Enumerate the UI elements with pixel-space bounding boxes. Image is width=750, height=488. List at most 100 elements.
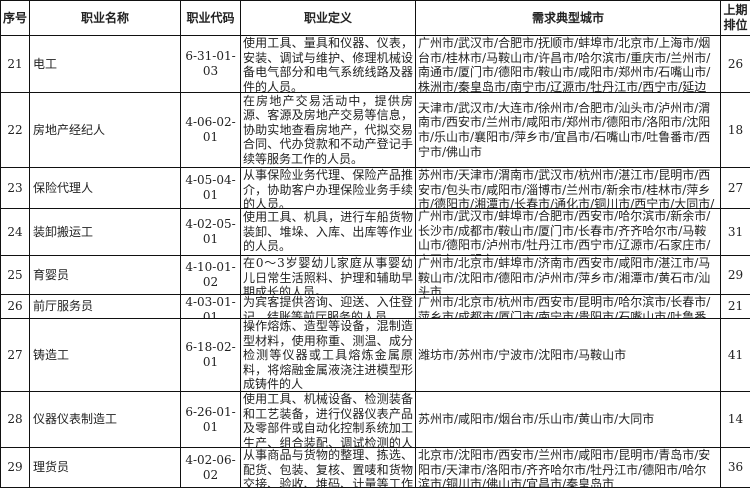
cell-name: 铸造工 [30,319,181,392]
header-code: 职业代码 [181,1,241,36]
cell-name: 保险代理人 [30,168,181,209]
cell-no-text: 29 [1,460,29,475]
cell-code: 4-10-01-02 [181,256,241,295]
cell-prev-rank: 27 [721,168,750,209]
cell-definition: 从事保险业务代理、保险产品推介，协助客户办理保险业务手续的人员。 [241,168,416,209]
cell-name: 育婴员 [30,256,181,295]
cell-no-text: 24 [1,225,29,240]
cell-no: 25 [1,256,30,295]
cell-prev-rank: 18 [721,93,750,168]
cell-name: 前厅服务员 [30,295,181,319]
header-definition: 职业定义 [241,1,416,36]
cell-code: 6-26-01-01 [181,392,241,448]
cell-name-text: 装卸搬运工 [30,225,180,240]
cell-no: 24 [1,209,30,256]
header-cities: 需求典型城市 [416,1,721,36]
cell-cities-text: 苏州市/天津市/渭南市/武汉市/杭州市/湛江市/昆明市/西安市/包头市/咸阳市/… [416,168,720,208]
cell-prev-rank: 31 [721,209,750,256]
cell-definition: 使用工具、量具和仪器、仪表，安装、调试与维护、修理机械设备电气部分和电气系统线路… [241,36,416,93]
cell-cities: 北京市/沈阳市/西安市/兰州市/咸阳市/昆明市/青岛市/安阳市/天津市/洛阳市/… [416,448,721,488]
cell-prev-rank-text: 26 [721,57,750,72]
cell-prev-rank-text: 31 [721,225,750,240]
header-prev-rank: 上期排位 [721,1,750,36]
cell-cities-text: 广州市/武汉市/蚌埠市/合肥市/西安市/哈尔滨市/新余市/长沙市/成都市/鞍山市… [416,209,720,255]
cell-definition-text: 为宾客提供咨询、迎送、入住登记、结账等前厅服务的人员。 [241,295,415,318]
cell-name-text: 前厅服务员 [30,299,180,314]
cell-definition-text: 从事保险业务代理、保险产品推介，协助客户办理保险业务手续的人员。 [241,168,415,208]
cell-definition-text: 使用工具、机具，进行车船货物装卸、堆垛、入库、出库等作业的人员。 [241,210,415,254]
cell-name: 电工 [30,36,181,93]
cell-name: 房地产经纪人 [30,93,181,168]
cell-no-text: 27 [1,348,29,363]
cell-code-text: 6-31-01-03 [181,49,240,78]
cell-name: 装卸搬运工 [30,209,181,256]
cell-cities-text: 苏州市/咸阳市/烟台市/乐山市/黄山市/大同市 [416,412,720,427]
cell-prev-rank: 36 [721,448,750,488]
cell-code: 4-03-01-01 [181,295,241,319]
cell-no: 27 [1,319,30,392]
cell-definition: 操作熔炼、造型等设备，混制造型材料，使用称重、测温、成分检测等仪器或工具熔炼金属… [241,319,416,392]
cell-definition: 从事商品与货物的整理、拣选、配货、包装、复核、置唛和货物交接、验收、堆码、计量等… [241,448,416,488]
table-header-row: 序号 职业名称 职业代码 职业定义 需求典型城市 上期排位 [1,1,750,36]
cell-name-text: 育婴员 [30,268,180,283]
cell-definition: 在房地产交易活动中，提供房源、客源及房地产交易等信息，协助实地查看房地产，代拟交… [241,93,416,168]
cell-definition-text: 使用工具、量具和仪器、仪表，安装、调试与维护、修理机械设备电气部分和电气系统线路… [241,36,415,92]
cell-code-text: 6-18-02-01 [181,340,240,369]
cell-prev-rank-text: 29 [721,268,750,283]
cell-no-text: 25 [1,268,29,283]
cell-definition-text: 操作熔炼、造型等设备，混制造型材料，使用称重、测温、成分检测等仪器或工具熔炼金属… [241,319,415,391]
cell-no: 22 [1,93,30,168]
cell-prev-rank: 21 [721,295,750,319]
cell-no-text: 23 [1,181,29,196]
cell-definition-text: 使用工具、机械设备、检测装备和工艺装备，进行仪器仪表产品及零部件或自动化控制系统… [241,392,415,447]
cell-cities: 天津市/武汉市/大连市/徐州市/合肥市/汕头市/泸州市/渭南市/西安市/兰州市/… [416,93,721,168]
cell-cities-text: 广州市/北京市/杭州市/西安市/昆明市/哈尔滨市/长春市/萍乡市/成都市/厦门市… [416,295,720,318]
cell-no: 21 [1,36,30,93]
cell-prev-rank-text: 41 [721,348,750,363]
cell-no: 23 [1,168,30,209]
cell-name-text: 电工 [30,57,180,72]
cell-name-text: 保险代理人 [30,181,180,196]
cell-cities-text: 广州市/北京市/蚌埠市/济南市/西安市/咸阳市/湛江市/马鞍山市/沈阳市/德阳市… [416,256,720,294]
cell-definition-text: 在房地产交易活动中，提供房源、客源及房地产交易等信息，协助实地查看房地产，代拟交… [241,94,415,167]
cell-name-text: 仪器仪表制造工 [30,412,180,427]
header-no: 序号 [1,1,30,36]
cell-cities-text: 天津市/武汉市/大连市/徐州市/合肥市/汕头市/泸州市/渭南市/西安市/兰州市/… [416,101,720,159]
cell-code: 4-02-05-01 [181,209,241,256]
cell-definition: 使用工具、机具，进行车船货物装卸、堆垛、入库、出库等作业的人员。 [241,209,416,256]
cell-prev-rank-text: 18 [721,123,750,138]
cell-cities: 广州市/北京市/蚌埠市/济南市/西安市/咸阳市/湛江市/马鞍山市/沈阳市/德阳市… [416,256,721,295]
cell-definition-text: 从事商品与货物的整理、拣选、配货、包装、复核、置唛和货物交接、验收、堆码、计量等… [241,448,415,487]
cell-name-text: 房地产经纪人 [30,123,180,138]
cell-code: 4-05-04-01 [181,168,241,209]
cell-no: 26 [1,295,30,319]
cell-cities: 苏州市/天津市/渭南市/武汉市/杭州市/湛江市/昆明市/西安市/包头市/咸阳市/… [416,168,721,209]
cell-cities-text: 北京市/沈阳市/西安市/兰州市/咸阳市/昆明市/青岛市/安阳市/天津市/洛阳市/… [416,448,720,487]
cell-prev-rank: 26 [721,36,750,93]
cell-code: 6-18-02-01 [181,319,241,392]
cell-definition: 使用工具、机械设备、检测装备和工艺装备，进行仪器仪表产品及零部件或自动化控制系统… [241,392,416,448]
cell-code-text: 4-06-02-01 [181,115,240,144]
cell-code-text: 4-05-04-01 [181,173,240,202]
cell-prev-rank-text: 27 [721,181,750,196]
cell-cities: 广州市/武汉市/蚌埠市/合肥市/西安市/哈尔滨市/新余市/长沙市/成都市/鞍山市… [416,209,721,256]
cell-definition: 在0～3岁婴幼儿家庭从事婴幼儿日常生活照料、护理和辅助早期成长的人员。 [241,256,416,295]
cell-definition-text: 在0～3岁婴幼儿家庭从事婴幼儿日常生活照料、护理和辅助早期成长的人员。 [241,256,415,294]
cell-no: 28 [1,392,30,448]
cell-prev-rank: 29 [721,256,750,295]
cell-name-text: 理货员 [30,460,180,475]
cell-cities: 广州市/武汉市/合肥市/抚顺市/蚌埠市/北京市/上海市/烟台市/桂林市/马鞍山市… [416,36,721,93]
cell-no: 29 [1,448,30,488]
cell-code-text: 4-10-01-02 [181,260,240,289]
header-name: 职业名称 [30,1,181,36]
cell-no-text: 21 [1,57,29,72]
cell-name: 理货员 [30,448,181,488]
cell-prev-rank-text: 36 [721,460,750,475]
